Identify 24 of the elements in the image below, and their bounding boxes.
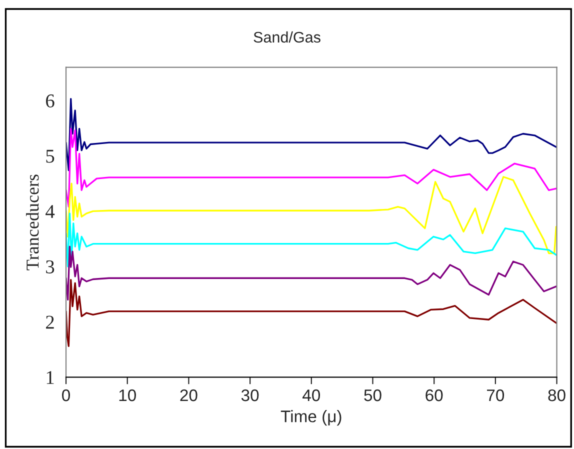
x-tick-label: 50 [364, 389, 382, 402]
x-tick-label: 70 [487, 389, 504, 402]
x-tick-label: 10 [119, 389, 136, 402]
chart-title: Sand/Gas [254, 31, 320, 43]
y-tick-label: 5 [46, 150, 54, 163]
y-tick-label: 6 [46, 94, 54, 108]
y-tick-label: 4 [46, 205, 55, 218]
line-series [66, 176, 557, 254]
line-series [66, 278, 557, 348]
y-tick-label: 2 [46, 316, 54, 329]
x-axis-title: Time (μ) [280, 410, 342, 426]
x-tick-label: 20 [180, 389, 198, 402]
x-tick-label: 80 [548, 389, 566, 402]
x-tick-label: 0 [62, 389, 70, 402]
line-series [66, 246, 557, 301]
line-series [66, 212, 557, 268]
y-tick-label: 1 [46, 371, 54, 384]
line-series [66, 128, 557, 208]
y-tick-label: 3 [46, 260, 54, 274]
x-tick-label: 30 [241, 389, 259, 402]
y-axis-title: Tranceducers [26, 174, 39, 270]
line-series [66, 98, 557, 172]
x-tick-label: 40 [302, 389, 320, 402]
x-tick-label: 60 [426, 389, 443, 402]
